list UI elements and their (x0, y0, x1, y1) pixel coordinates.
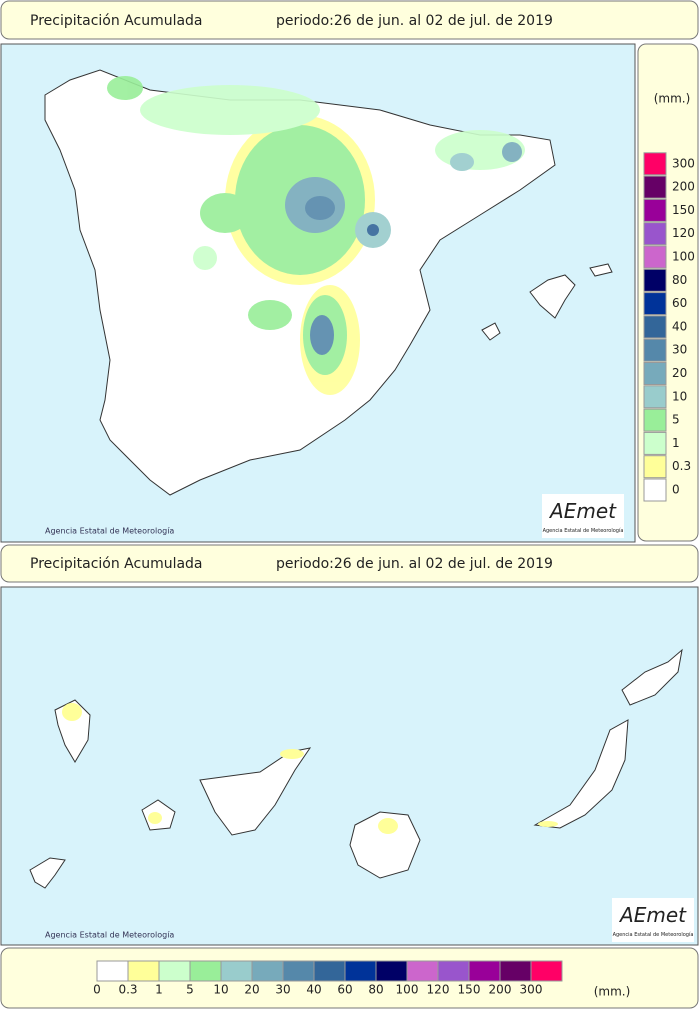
legend-label: 10 (672, 389, 687, 403)
logo-box (542, 494, 624, 538)
legend-label: 200 (489, 983, 512, 997)
legend-swatch (643, 431, 667, 455)
legend-label: 300 (672, 156, 695, 170)
legend-swatch (643, 245, 667, 269)
legend-label: 5 (186, 983, 194, 997)
legend-unit: (mm.) (594, 985, 631, 999)
legend-label: 80 (672, 273, 687, 287)
legend-swatch (643, 268, 667, 292)
legend-swatch (643, 292, 667, 316)
land (529, 274, 576, 319)
legend-swatch (643, 222, 667, 246)
legend-swatch (96, 960, 129, 982)
legend-label: 0.3 (672, 459, 691, 473)
header-box (0, 0, 699, 40)
legend-label: 120 (427, 983, 450, 997)
legend-label: 5 (672, 413, 680, 427)
legend-swatch (643, 175, 667, 199)
header-title: Precipitación Acumulada (30, 556, 203, 572)
legend-label: 0 (93, 983, 101, 997)
legend-label: 60 (337, 983, 352, 997)
legend-swatch (499, 960, 532, 982)
legend-label: 300 (520, 983, 543, 997)
legend-label: 30 (672, 343, 687, 357)
land (589, 263, 613, 277)
legend-label: 60 (672, 296, 687, 310)
legend-swatch (158, 960, 191, 982)
legend-label: 40 (306, 983, 321, 997)
legend-swatch (189, 960, 222, 982)
legend-swatch (406, 960, 439, 982)
legend-label: 0 (672, 483, 680, 497)
legend-label: 40 (672, 319, 687, 333)
legend-swatch (127, 960, 160, 982)
legend-swatch (313, 960, 346, 982)
legend-swatch (437, 960, 470, 982)
legend-label: 30 (275, 983, 290, 997)
legend-label: 1 (672, 436, 680, 450)
legend-label: 0.3 (118, 983, 137, 997)
legend-swatch (643, 338, 667, 362)
precipitation-area (280, 749, 304, 759)
legend-swatch (344, 960, 377, 982)
legend-swatch (468, 960, 501, 982)
credit: Agencia Estatal de Meteorología (45, 527, 174, 536)
land (481, 322, 501, 341)
logo: AEmet (548, 499, 617, 523)
logo-subtitle: Agencia Estatal de Meteorología (613, 931, 694, 938)
legend-label: 150 (458, 983, 481, 997)
legend-label: 20 (244, 983, 259, 997)
legend-swatch (643, 455, 667, 479)
header-period: periodo:26 de jun. al 02 de jul. de 2019 (276, 556, 553, 572)
legend-swatch (643, 315, 667, 339)
logo: AEmet (618, 903, 687, 927)
legend-label: 100 (672, 250, 695, 264)
legend-swatch (643, 478, 667, 502)
credit: Agencia Estatal de Meteorología (45, 931, 174, 940)
legend-label: 10 (213, 983, 228, 997)
legend-unit: (mm.) (654, 92, 691, 106)
legend-label: 20 (672, 366, 687, 380)
header-title: Precipitación Acumulada (30, 13, 203, 29)
logo-box (612, 898, 694, 942)
map-panel (0, 586, 699, 946)
precipitation-area (378, 818, 398, 834)
precipitation-area (62, 703, 82, 721)
legend-swatch (643, 362, 667, 385)
legend-swatch (643, 385, 667, 409)
legend-label: 150 (672, 203, 695, 217)
legend-swatch (251, 960, 284, 982)
header-box (0, 544, 699, 583)
islands (29, 648, 683, 889)
legend-label: 1 (155, 983, 163, 997)
legend-label: 200 (672, 180, 695, 194)
legend-swatch (530, 960, 563, 982)
precipitation-area (148, 812, 162, 824)
legend-swatch (643, 408, 667, 432)
legend-label: 120 (672, 226, 695, 240)
legend-swatch (643, 152, 667, 176)
legend-label: 80 (368, 983, 383, 997)
precipitation-areas (107, 76, 525, 395)
header-period: periodo:26 de jun. al 02 de jul. de 2019 (276, 13, 553, 29)
legend-swatch (375, 960, 408, 982)
legend-swatch (282, 960, 315, 982)
precipitation-area (538, 821, 558, 827)
legend-label: 100 (396, 983, 419, 997)
logo-subtitle: Agencia Estatal de Meteorología (543, 527, 624, 534)
legend-swatch (643, 198, 667, 222)
legend-swatch (220, 960, 253, 982)
